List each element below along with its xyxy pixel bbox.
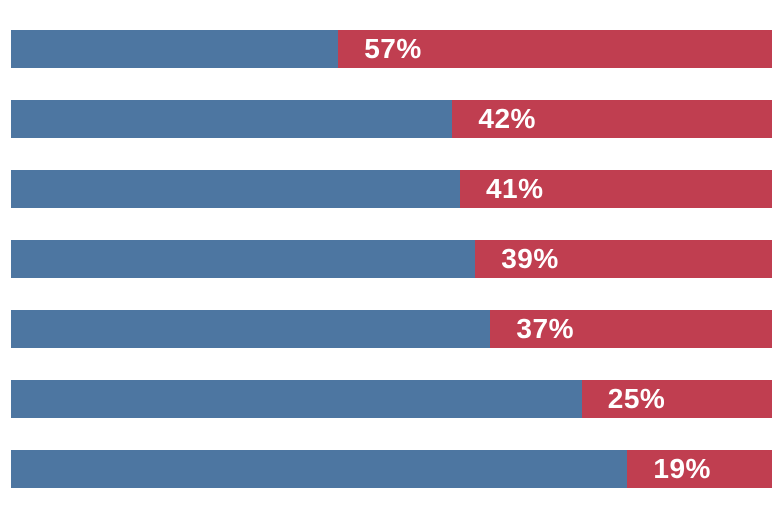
bar-row: 57% bbox=[11, 30, 772, 68]
bar-value-label: 37% bbox=[516, 313, 574, 344]
bar-segment-remainder bbox=[11, 100, 453, 138]
bar-row: 25% bbox=[11, 380, 772, 418]
bar-value-label: 42% bbox=[478, 103, 536, 134]
bar-segment-value: 39% bbox=[475, 240, 772, 278]
bar-value-label: 25% bbox=[607, 383, 666, 414]
bar-value-label: 41% bbox=[485, 173, 544, 204]
bar-segment-remainder bbox=[11, 310, 491, 348]
bar-segment-value: 41% bbox=[459, 170, 772, 208]
bar-segment-value: 42% bbox=[452, 100, 772, 138]
bar-segment-value: 57% bbox=[338, 30, 772, 68]
bar-row: 41% bbox=[11, 170, 772, 208]
bar-segment-value: 37% bbox=[490, 310, 772, 348]
bar-value-label: 39% bbox=[501, 243, 559, 274]
bar-segment-remainder bbox=[11, 170, 460, 208]
bar-segment-value: 25% bbox=[581, 380, 772, 418]
stacked-bar-chart: 57% 42% 41% 39% 37% bbox=[11, 30, 772, 488]
bar-value-label: 57% bbox=[364, 33, 422, 64]
bar-row: 37% bbox=[11, 310, 772, 348]
bar-segment-remainder bbox=[11, 380, 582, 418]
bar-row: 19% bbox=[11, 450, 772, 488]
bar-segment-remainder bbox=[11, 30, 339, 68]
bar-segment-value: 19% bbox=[627, 450, 772, 488]
bar-row: 42% bbox=[11, 100, 772, 138]
bar-segment-remainder bbox=[11, 240, 476, 278]
bar-segment-remainder bbox=[11, 450, 628, 488]
bar-value-label: 19% bbox=[653, 453, 711, 484]
bar-row: 39% bbox=[11, 240, 772, 278]
